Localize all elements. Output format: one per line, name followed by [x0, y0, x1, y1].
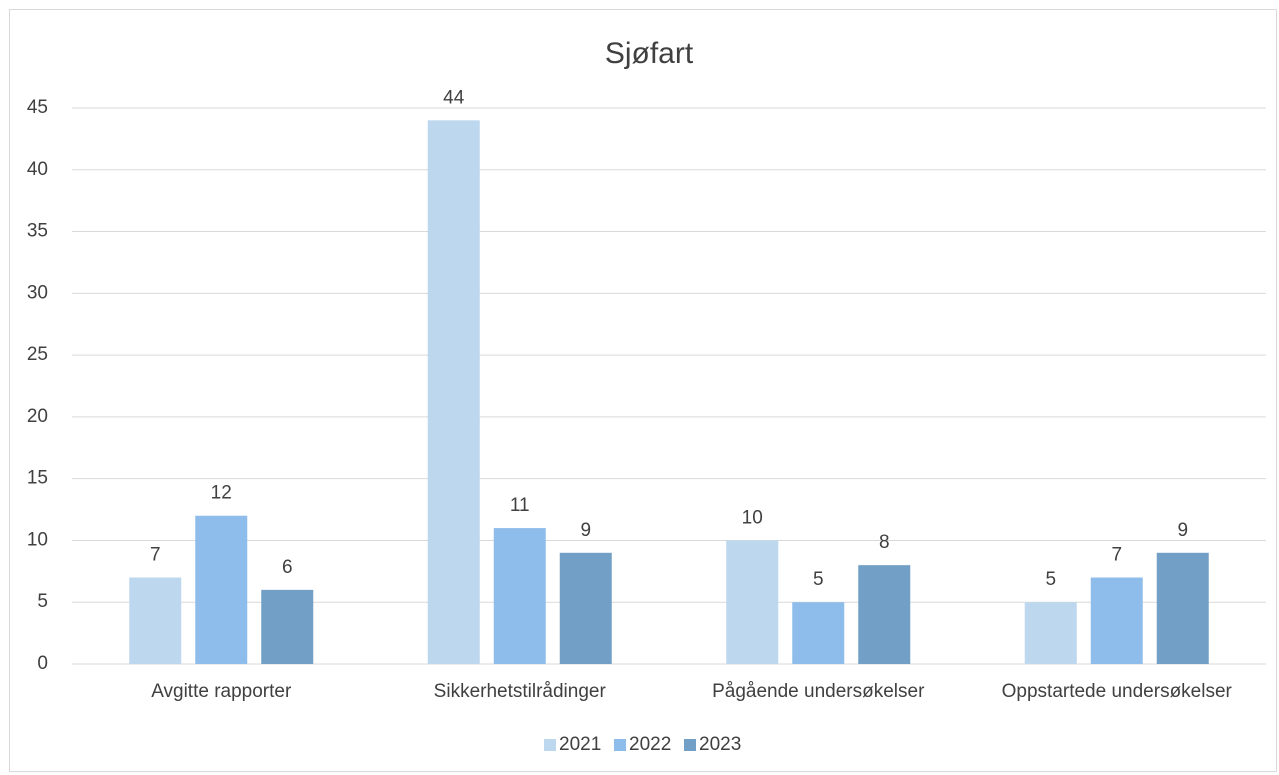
bar: [129, 577, 182, 664]
bar: [858, 565, 911, 664]
bar: [559, 552, 612, 664]
bar: [1156, 552, 1209, 664]
x-tick-label: Avgitte rapporter: [151, 681, 292, 702]
data-label: 5: [813, 569, 824, 590]
x-tick-label: Oppstartede undersøkelser: [1002, 681, 1233, 702]
data-label: 9: [1177, 520, 1188, 541]
bar: [1090, 577, 1143, 664]
data-label: 6: [282, 557, 293, 578]
y-tick-label: 35: [27, 221, 48, 242]
y-tick-label: 25: [27, 344, 48, 365]
data-label: 9: [580, 520, 591, 541]
legend-swatch: [684, 739, 696, 751]
legend-label: 2023: [699, 734, 741, 755]
data-label: 5: [1045, 569, 1056, 590]
legend-swatch: [614, 739, 626, 751]
bar: [261, 589, 314, 664]
data-label: 8: [879, 532, 890, 553]
y-tick-label: 20: [27, 406, 48, 427]
bar: [427, 120, 480, 665]
y-tick-label: 40: [27, 159, 48, 180]
data-label: 7: [1111, 545, 1122, 566]
x-tick-label: Pågående undersøkelser: [712, 681, 925, 702]
data-label: 10: [742, 507, 763, 528]
data-label: 44: [443, 87, 465, 108]
y-tick-label: 5: [37, 591, 48, 612]
bar: [493, 528, 546, 664]
legend-label: 2021: [559, 734, 601, 755]
bar: [792, 602, 845, 664]
data-label: 12: [211, 483, 232, 504]
y-tick-label: 15: [27, 468, 48, 489]
y-tick-label: 0: [37, 653, 48, 674]
y-tick-label: 45: [27, 97, 48, 118]
bar: [1024, 602, 1077, 664]
legend-label: 2022: [629, 734, 671, 755]
data-label: 7: [150, 545, 161, 566]
chart-title: Sjøfart: [605, 37, 694, 70]
legend-swatch: [544, 739, 556, 751]
y-tick-label: 10: [27, 529, 48, 550]
bar: [195, 515, 248, 664]
data-label: 11: [510, 495, 530, 516]
bar: [726, 540, 779, 664]
y-tick-label: 30: [27, 282, 48, 303]
x-tick-label: Sikkerhetstilrådinger: [434, 681, 607, 702]
